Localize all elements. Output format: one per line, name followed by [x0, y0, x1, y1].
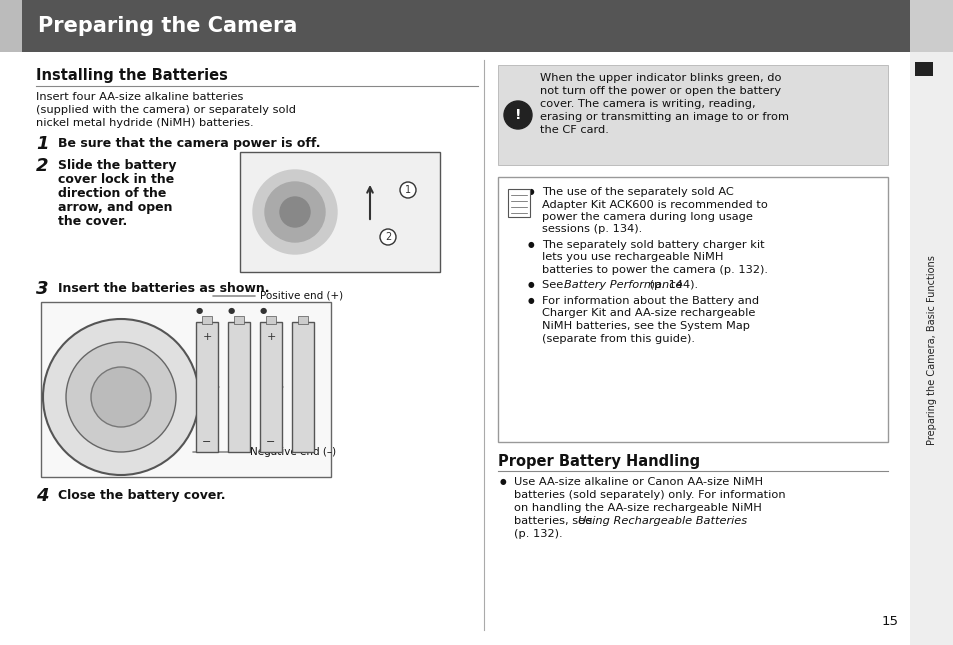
Text: +: + — [266, 332, 275, 342]
Text: ●: ● — [195, 306, 202, 315]
Text: Insert the batteries as shown.: Insert the batteries as shown. — [58, 282, 269, 295]
Text: Adapter Kit ACK600 is recommended to: Adapter Kit ACK600 is recommended to — [541, 199, 767, 210]
Text: not turn off the power or open the battery: not turn off the power or open the batte… — [539, 86, 781, 96]
Text: sessions (p. 134).: sessions (p. 134). — [541, 224, 641, 235]
Text: Proper Battery Handling: Proper Battery Handling — [497, 454, 700, 469]
Circle shape — [66, 342, 175, 452]
Circle shape — [253, 170, 336, 254]
Text: 1: 1 — [404, 185, 411, 195]
Bar — [909, 0, 953, 52]
Text: ●: ● — [227, 306, 234, 315]
Text: 15: 15 — [881, 615, 898, 628]
Circle shape — [399, 182, 416, 198]
Text: 3: 3 — [36, 280, 49, 298]
Text: (supplied with the camera) or separately sold: (supplied with the camera) or separately… — [36, 105, 295, 115]
Text: Charger Kit and AA-size rechargeable: Charger Kit and AA-size rechargeable — [541, 308, 755, 319]
Text: !: ! — [515, 108, 520, 122]
Text: Close the battery cover.: Close the battery cover. — [58, 489, 225, 502]
Text: Positive end (+): Positive end (+) — [260, 291, 343, 301]
Text: 4: 4 — [36, 487, 49, 505]
Text: (separate from this guide).: (separate from this guide). — [541, 333, 695, 344]
Text: power the camera during long usage: power the camera during long usage — [541, 212, 752, 222]
Circle shape — [379, 229, 395, 245]
Text: batteries to power the camera (p. 132).: batteries to power the camera (p. 132). — [541, 265, 767, 275]
Text: Battery Performance: Battery Performance — [563, 281, 681, 290]
Text: batteries (sold separately) only. For information: batteries (sold separately) only. For in… — [514, 490, 785, 500]
Bar — [260, 322, 282, 452]
Text: nickel metal hydride (NiMH) batteries.: nickel metal hydride (NiMH) batteries. — [36, 118, 253, 128]
Text: ●: ● — [499, 477, 506, 486]
Text: When the upper indicator blinks green, do: When the upper indicator blinks green, d… — [539, 73, 781, 83]
Text: Use AA-size alkaline or Canon AA-size NiMH: Use AA-size alkaline or Canon AA-size Ni… — [514, 477, 762, 487]
Text: (p. 132).: (p. 132). — [514, 529, 562, 539]
Text: ●: ● — [527, 281, 534, 290]
Bar — [292, 322, 314, 452]
Circle shape — [43, 319, 199, 475]
Bar — [297, 316, 308, 324]
Text: on handling the AA-size rechargeable NiMH: on handling the AA-size rechargeable NiM… — [514, 503, 761, 513]
Text: NiMH batteries, see the System Map: NiMH batteries, see the System Map — [541, 321, 749, 331]
Text: Slide the battery: Slide the battery — [58, 159, 176, 172]
Text: −: − — [202, 437, 212, 447]
Bar — [233, 316, 244, 324]
Bar — [507, 189, 530, 217]
Text: For information about the Battery and: For information about the Battery and — [541, 296, 759, 306]
Text: erasing or transmitting an image to or from: erasing or transmitting an image to or f… — [539, 112, 788, 122]
Bar — [240, 152, 439, 272]
Text: The separately sold battery charger kit: The separately sold battery charger kit — [541, 240, 763, 250]
Bar — [914, 62, 932, 76]
Text: cover. The camera is writing, reading,: cover. The camera is writing, reading, — [539, 99, 755, 109]
Text: 2: 2 — [384, 232, 391, 242]
Text: the cover.: the cover. — [58, 215, 127, 228]
Bar — [0, 0, 22, 52]
Bar — [202, 316, 212, 324]
Text: arrow, and open: arrow, and open — [58, 201, 172, 214]
Text: Be sure that the camera power is off.: Be sure that the camera power is off. — [58, 137, 320, 150]
Circle shape — [280, 197, 310, 227]
Text: ●: ● — [259, 306, 266, 315]
Text: the CF card.: the CF card. — [539, 125, 608, 135]
Text: ●: ● — [527, 296, 534, 305]
Text: lets you use rechargeable NiMH: lets you use rechargeable NiMH — [541, 252, 722, 263]
Text: +: + — [202, 332, 212, 342]
Text: Insert four AA-size alkaline batteries: Insert four AA-size alkaline batteries — [36, 92, 243, 102]
Text: 2: 2 — [36, 157, 49, 175]
Text: batteries, see: batteries, see — [514, 516, 595, 526]
Text: ●: ● — [527, 187, 534, 196]
Bar — [497, 177, 887, 442]
Text: See: See — [541, 281, 566, 290]
Circle shape — [91, 367, 151, 427]
Circle shape — [503, 101, 532, 129]
Text: Negative end (–): Negative end (–) — [250, 447, 335, 457]
Text: Using Rechargeable Batteries: Using Rechargeable Batteries — [578, 516, 747, 526]
Text: direction of the: direction of the — [58, 187, 166, 200]
Text: Preparing the Camera: Preparing the Camera — [38, 16, 297, 36]
Text: Installing the Batteries: Installing the Batteries — [36, 68, 228, 83]
Bar — [41, 302, 331, 477]
Circle shape — [265, 182, 325, 242]
Bar — [228, 322, 250, 452]
Bar — [497, 65, 887, 165]
Text: Preparing the Camera, Basic Functions: Preparing the Camera, Basic Functions — [926, 255, 936, 445]
Text: 1: 1 — [36, 135, 49, 153]
Bar — [195, 322, 218, 452]
Text: The use of the separately sold AC: The use of the separately sold AC — [541, 187, 733, 197]
Bar — [909, 52, 953, 645]
Text: ●: ● — [527, 240, 534, 249]
Bar — [22, 0, 909, 52]
Text: cover lock in the: cover lock in the — [58, 173, 174, 186]
Text: (p. 144).: (p. 144). — [645, 281, 697, 290]
Bar — [266, 316, 275, 324]
Text: −: − — [266, 437, 275, 447]
